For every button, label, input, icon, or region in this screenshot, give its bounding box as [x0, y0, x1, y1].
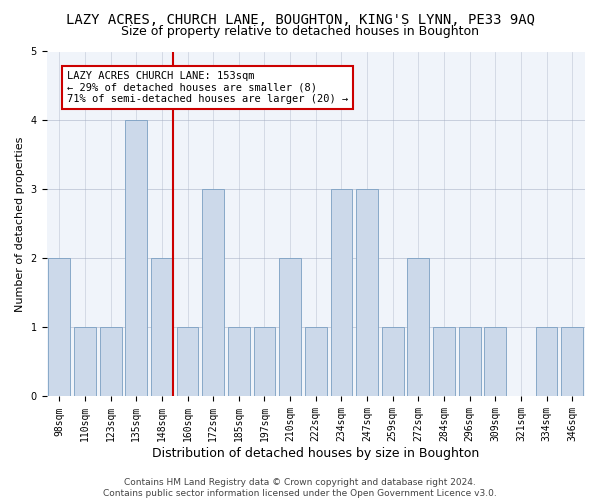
Text: LAZY ACRES, CHURCH LANE, BOUGHTON, KING'S LYNN, PE33 9AQ: LAZY ACRES, CHURCH LANE, BOUGHTON, KING'… — [65, 12, 535, 26]
Bar — [305, 328, 326, 396]
Text: LAZY ACRES CHURCH LANE: 153sqm
← 29% of detached houses are smaller (8)
71% of s: LAZY ACRES CHURCH LANE: 153sqm ← 29% of … — [67, 71, 348, 104]
Bar — [561, 328, 583, 396]
Bar — [407, 258, 429, 396]
Bar — [433, 328, 455, 396]
Text: Size of property relative to detached houses in Boughton: Size of property relative to detached ho… — [121, 25, 479, 38]
Bar — [176, 328, 199, 396]
Text: Contains HM Land Registry data © Crown copyright and database right 2024.
Contai: Contains HM Land Registry data © Crown c… — [103, 478, 497, 498]
Bar — [125, 120, 147, 396]
Bar — [74, 328, 96, 396]
Bar — [228, 328, 250, 396]
Y-axis label: Number of detached properties: Number of detached properties — [15, 136, 25, 312]
Bar — [254, 328, 275, 396]
X-axis label: Distribution of detached houses by size in Boughton: Distribution of detached houses by size … — [152, 447, 479, 460]
Bar — [202, 190, 224, 396]
Bar — [459, 328, 481, 396]
Bar — [151, 258, 173, 396]
Bar — [279, 258, 301, 396]
Bar — [536, 328, 557, 396]
Bar — [382, 328, 404, 396]
Bar — [331, 190, 352, 396]
Bar — [356, 190, 378, 396]
Bar — [100, 328, 122, 396]
Bar — [49, 258, 70, 396]
Bar — [484, 328, 506, 396]
